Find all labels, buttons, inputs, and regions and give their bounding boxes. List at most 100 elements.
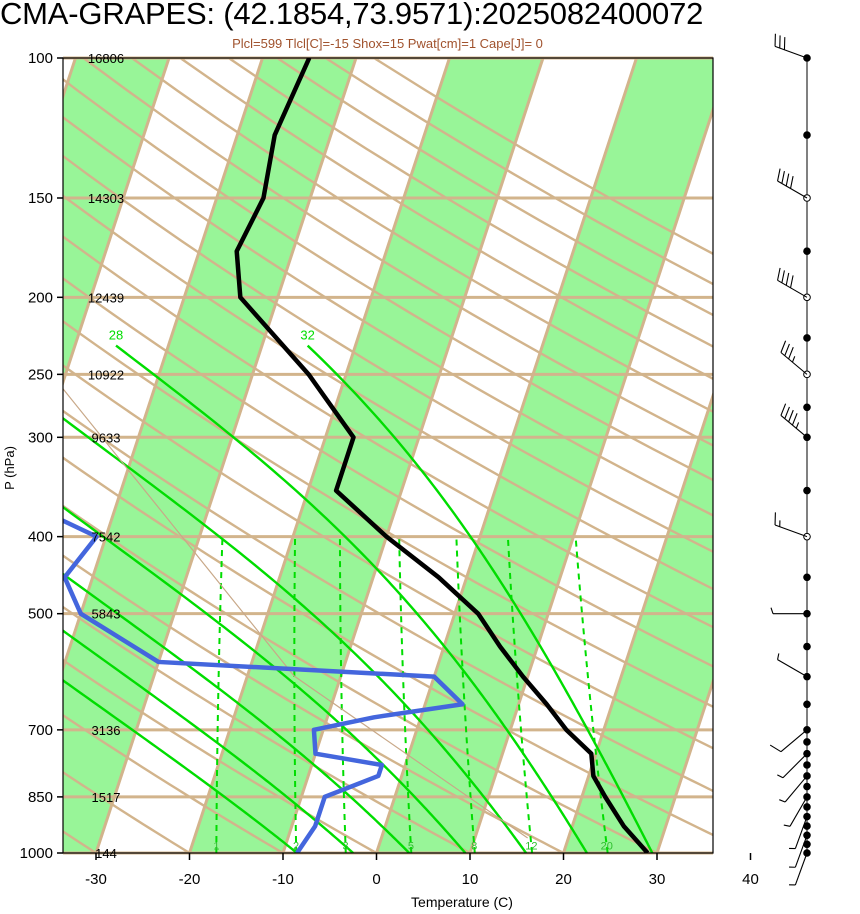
x-tick-label: 40 <box>742 871 759 888</box>
temperature-band <box>189 58 543 853</box>
y-tick-label: 700 <box>28 722 53 739</box>
mixing-ratio-label: 5 <box>408 841 414 853</box>
y-axis-label: P (hPa) <box>2 446 17 490</box>
height-label: 12439 <box>88 290 124 305</box>
plot-frame <box>62 57 714 854</box>
dry-adiabat <box>63 713 286 853</box>
dry-adiabat <box>63 115 713 517</box>
mixing-ratio-label: 12 <box>525 841 537 853</box>
wind-barb-half <box>777 653 780 660</box>
wind-barb <box>780 415 808 438</box>
height-label: 7542 <box>92 530 121 545</box>
y-tick-label: 500 <box>28 606 53 623</box>
side-mask <box>713 58 860 672</box>
moist-adiabat-label: 28 <box>109 328 123 343</box>
dry-adiabat <box>63 77 713 482</box>
wind-barb-feather <box>785 272 790 286</box>
wind-barb-half <box>779 799 786 803</box>
y-tick-label: 150 <box>28 190 53 207</box>
mixing-ratio-label: 20 <box>601 841 613 853</box>
moist-adiabat <box>306 344 654 853</box>
wind-barb <box>782 753 808 779</box>
isotherm <box>844 58 860 853</box>
dry-adiabat <box>63 194 713 591</box>
wind-barb <box>780 729 808 753</box>
wind-barb-feather <box>788 409 794 423</box>
isotherm <box>751 58 860 853</box>
isotherm <box>562 391 713 853</box>
height-label: 144 <box>95 846 117 861</box>
wind-barb-feather <box>785 173 790 187</box>
x-tick-label: 10 <box>462 871 479 888</box>
y-tick-label: 200 <box>28 289 53 306</box>
wind-barb-feather <box>777 168 781 182</box>
x-tick-label: 0 <box>372 871 380 888</box>
x-tick-label: 20 <box>555 871 572 888</box>
wind-barb-feather <box>780 403 787 416</box>
mixing-ratio-label: 1 <box>213 841 219 853</box>
wind-barb-feather <box>781 170 785 184</box>
moist-adiabat <box>63 505 467 853</box>
wind-barb-feather <box>790 175 794 189</box>
y-tick-label: 400 <box>28 529 53 546</box>
x-tick-label: -10 <box>272 871 294 888</box>
wind-barb-feather <box>791 413 798 426</box>
wind-dot <box>803 247 811 256</box>
chart-title: CMA-GRAPES: (42.1854,73.9571):2025082400… <box>0 0 704 31</box>
mixing-ratio-lines: 1 2 3 5 8 12 20 <box>213 536 613 853</box>
temperature-band <box>63 58 356 853</box>
y-tick-label: 100 <box>28 50 53 67</box>
wind-barb <box>777 180 808 199</box>
wind-barb-feather <box>788 346 794 360</box>
dry-adiabat <box>63 154 713 554</box>
mixing-ratio-line <box>398 536 413 853</box>
wind-dot <box>803 700 811 709</box>
wind-dot <box>803 782 811 791</box>
side-band <box>751 58 860 853</box>
isotherm <box>655 676 713 853</box>
wind-barb-feather <box>784 343 790 356</box>
wind-barb <box>774 45 808 59</box>
wind-barb-feather <box>784 406 790 419</box>
wind-dot <box>803 803 811 811</box>
wind-dot <box>803 403 811 412</box>
dry-adiabat <box>63 605 473 853</box>
wind-barb-feather <box>790 275 794 288</box>
wind-barb-half <box>795 422 800 429</box>
height-label: 10922 <box>88 367 124 382</box>
moist-adiabat <box>63 629 354 853</box>
moist-adiabat <box>63 572 411 853</box>
dry-adiabat <box>82 58 713 447</box>
dry-adiabat-lines <box>63 58 713 853</box>
isotherm <box>188 58 451 853</box>
isotherm <box>63 58 171 387</box>
temperature-profile <box>234 58 650 853</box>
x-tick-label: -20 <box>179 871 201 888</box>
temperature-band <box>376 58 713 853</box>
dewpoint-profile <box>63 518 465 853</box>
wind-barb <box>794 816 808 849</box>
mixing-ratio-line <box>455 536 476 853</box>
wind-dot <box>803 486 811 495</box>
dry-adiabat <box>63 235 713 629</box>
wind-barb-half <box>777 774 784 779</box>
mixing-ratio-line <box>338 536 347 853</box>
moist-adiabat-lines: 8121620242832 <box>63 328 654 853</box>
moist-adiabat <box>115 344 588 853</box>
temperature-band <box>751 58 860 853</box>
dry-adiabat <box>63 319 713 709</box>
dry-adiabat <box>63 409 713 793</box>
x-tick-label: 30 <box>649 871 666 888</box>
wind-dot <box>803 642 811 651</box>
mixing-ratio-line <box>293 536 298 853</box>
wind-barb-feather <box>780 340 787 353</box>
dry-adiabat <box>63 770 192 853</box>
parcel-path <box>63 387 528 839</box>
y-tick-label: 850 <box>28 789 53 806</box>
x-tick-label: -30 <box>85 871 107 888</box>
wind-barb <box>794 835 808 868</box>
moist-adiabat <box>63 678 298 853</box>
wind-barb <box>774 524 808 538</box>
wind-dot <box>803 334 811 342</box>
wind-barb-feather <box>777 267 781 281</box>
